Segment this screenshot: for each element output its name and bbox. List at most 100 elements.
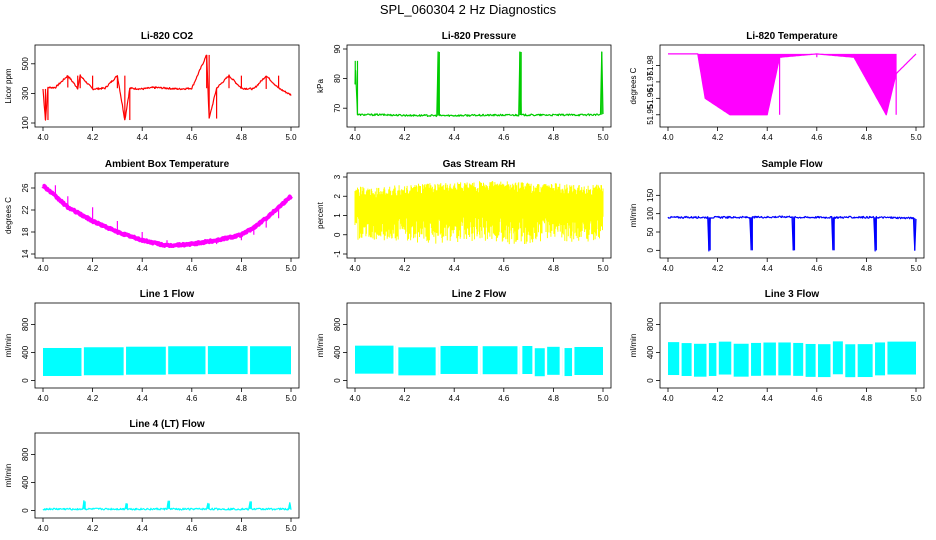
y-tick-label: 0 <box>333 232 342 237</box>
chart-panel-2: Li-820 Temperature degrees C 4.0 4.2 4.4 4.6 4… <box>629 31 925 142</box>
x-tick-label: 4.4 <box>137 264 149 273</box>
flow-band-segment <box>564 348 573 377</box>
series-line <box>667 215 917 252</box>
y-tick-label: 18 <box>21 227 30 236</box>
flow-band-segment <box>751 342 762 376</box>
x-tick-label: 4.4 <box>137 133 149 142</box>
y-tick-label: 400 <box>21 475 30 489</box>
y-axis-label: Licor ppm <box>4 68 13 103</box>
flow-band-segment <box>168 346 206 375</box>
x-tick-label: 4.8 <box>548 394 560 403</box>
x-tick-label: 4.8 <box>236 394 248 403</box>
chart-panel-8: Line 3 Flow ml/min 4.0 4.2 4.4 4.6 4.8 5.0 0 400 8… <box>629 289 925 403</box>
x-tick-label: 4.6 <box>811 394 823 403</box>
y-tick-label: 400 <box>333 345 342 359</box>
y-tick-label: 51.96 <box>646 88 655 109</box>
y-tick-label: 50 <box>646 227 655 236</box>
plot-frame <box>34 172 300 259</box>
flow-band-segment <box>763 342 776 376</box>
y-tick-label: 90 <box>333 44 342 53</box>
y-tick-label: 80 <box>333 74 342 83</box>
x-tick-label: 4.2 <box>712 264 724 273</box>
chart-panel-5: Sample Flow ml/min 4.0 4.2 4.4 4.6 4.8 5.0 0 50 10… <box>629 159 925 273</box>
chart-title: Gas Stream RH <box>443 159 516 170</box>
x-tick-label: 5.0 <box>597 264 609 273</box>
x-tick-label: 4.4 <box>762 133 774 142</box>
y-tick-label: 70 <box>333 103 342 112</box>
x-tick-label: 4.2 <box>712 133 724 142</box>
y-axis-label: ml/min <box>629 334 638 358</box>
x-tick-label: 4.4 <box>762 394 774 403</box>
x-tick-label: 4.6 <box>811 133 823 142</box>
x-tick-label: 4.0 <box>662 394 674 403</box>
y-tick-label: 0 <box>21 378 30 383</box>
plot-frame <box>34 432 300 519</box>
flow-band-segment <box>250 346 291 375</box>
y-axis-label: kPa <box>316 79 325 93</box>
chart-title: Sample Flow <box>761 159 822 170</box>
x-tick-label: 4.2 <box>399 133 411 142</box>
chart-title: Li-820 Pressure <box>442 31 517 42</box>
chart-title: Line 3 Flow <box>765 289 820 300</box>
flow-band-segment <box>887 341 916 375</box>
flow-band-segment <box>207 346 248 375</box>
flow-band-segment <box>681 343 692 376</box>
x-tick-label: 4.2 <box>87 524 99 533</box>
x-tick-label: 4.6 <box>186 524 198 533</box>
x-tick-label: 4.0 <box>37 394 49 403</box>
x-tick-label: 4.2 <box>399 394 411 403</box>
flow-band-segment <box>733 343 749 377</box>
y-tick-label: 300 <box>21 86 30 100</box>
x-tick-label: 4.2 <box>87 394 99 403</box>
x-tick-label: 4.6 <box>498 133 510 142</box>
chart-panel-6: Line 1 Flow ml/min 4.0 4.2 4.4 4.6 4.8 5.0 0 400 8… <box>4 289 300 403</box>
flow-band-segment <box>832 341 843 375</box>
x-tick-label: 4.4 <box>449 264 461 273</box>
series-line <box>41 183 293 248</box>
y-tick-label: 100 <box>646 206 655 220</box>
y-tick-label: 800 <box>21 447 30 461</box>
y-axis-label: degrees C <box>629 67 638 104</box>
x-tick-label: 5.0 <box>910 133 922 142</box>
x-tick-label: 4.0 <box>349 264 361 273</box>
chart-panel-9: Line 4 (LT) Flow ml/min 4.0 4.2 4.4 4.6 4.8 5.0… <box>4 419 300 533</box>
y-tick-label: 0 <box>21 508 30 513</box>
chart-panel-1: Li-820 Pressure kPa 4.0 4.2 4.4 4.6 4.8 5.0 70 80… <box>316 31 612 142</box>
flow-band-segment <box>547 346 560 375</box>
y-axis-label: ml/min <box>4 464 13 488</box>
series-line <box>354 51 604 118</box>
x-tick-label: 5.0 <box>285 133 297 142</box>
flow-band-segment <box>875 342 886 376</box>
plot-frame <box>659 172 925 259</box>
chart-title: Line 1 Flow <box>140 289 195 300</box>
y-tick-label: 1 <box>333 213 342 218</box>
y-tick-label: 51.95 <box>646 104 655 125</box>
y-tick-label: -1 <box>333 250 342 258</box>
x-tick-label: 4.4 <box>762 264 774 273</box>
flow-band-segment <box>482 346 518 375</box>
x-tick-label: 4.8 <box>236 133 248 142</box>
y-tick-label: 400 <box>21 345 30 359</box>
x-tick-label: 4.6 <box>498 264 510 273</box>
flow-band-segment <box>126 346 166 375</box>
y-tick-label: 26 <box>21 183 30 192</box>
x-tick-label: 4.8 <box>236 524 248 533</box>
y-axis-label: ml/min <box>316 334 325 358</box>
x-tick-label: 4.4 <box>137 394 149 403</box>
flow-band-segment <box>440 345 478 374</box>
plot-frame <box>659 44 925 128</box>
x-tick-label: 4.0 <box>37 133 49 142</box>
y-tick-label: 14 <box>21 249 30 258</box>
x-tick-label: 4.0 <box>349 133 361 142</box>
chart-panel-3: Ambient Box Temperature degrees C 4.0 4.2 4.… <box>4 159 300 273</box>
x-tick-label: 4.4 <box>449 394 461 403</box>
x-tick-label: 4.6 <box>811 264 823 273</box>
flow-band-segment <box>694 343 707 377</box>
x-tick-label: 4.8 <box>861 394 873 403</box>
y-tick-label: 800 <box>646 317 655 331</box>
x-tick-label: 5.0 <box>285 394 297 403</box>
y-tick-label: 0 <box>333 378 342 383</box>
y-tick-label: 400 <box>646 345 655 359</box>
plot-frame <box>34 302 300 389</box>
chart-title: Line 4 (LT) Flow <box>129 419 205 430</box>
